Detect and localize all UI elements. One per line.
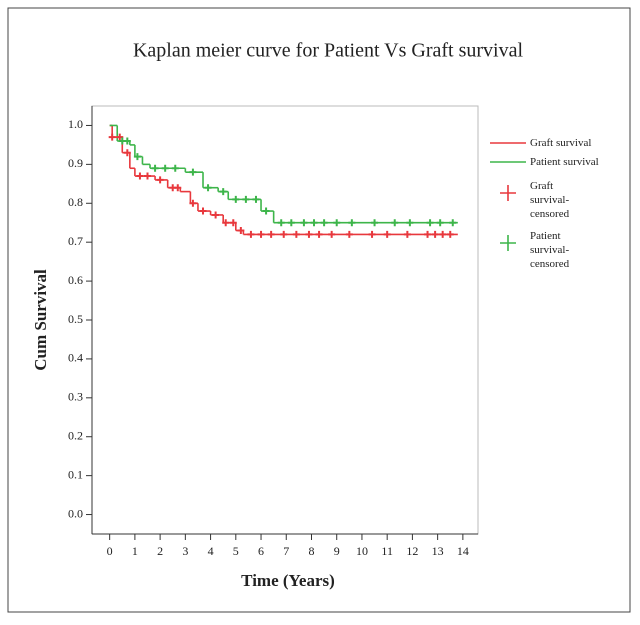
censor-mark [310,219,318,227]
censor-mark [237,227,245,235]
chart-title: Kaplan meier curve for Patient Vs Graft … [133,40,524,62]
censor-mark [426,219,434,227]
censor-mark [446,230,454,238]
censor-mark [171,164,179,172]
censor-mark [108,133,116,141]
censor-mark [144,172,152,180]
censor-mark [287,219,295,227]
censor-mark [403,230,411,238]
censor-mark [267,230,275,238]
censor-mark [305,230,313,238]
censor-mark [320,219,328,227]
censor-mark [123,149,131,157]
censor-mark [262,207,270,215]
plot-frame [91,105,479,535]
censor-mark [151,164,159,172]
censor-mark [174,184,182,192]
y-tick-label: 0.2 [68,428,83,442]
y-tick-label: 0.1 [68,467,83,481]
censor-mark [315,230,323,238]
legend-label: Graft survival [530,137,592,149]
censor-mark [300,219,308,227]
legend-swatch [500,235,516,251]
y-tick-label: 0.3 [68,390,83,404]
x-tick-label: 1 [132,544,138,558]
censor-mark [292,230,300,238]
censor-mark [189,199,197,207]
censor-mark [242,195,250,203]
censor-mark [229,219,237,227]
censor-mark [391,219,399,227]
y-tick-label: 0.6 [68,273,83,287]
censor-mark [252,195,260,203]
censor-mark [222,219,230,227]
x-tick-label: 13 [432,544,444,558]
x-tick-label: 10 [356,544,368,558]
x-tick-label: 12 [406,544,418,558]
censor-mark [133,153,141,161]
censor-mark [328,230,336,238]
censor-mark [383,230,391,238]
x-tick-label: 9 [334,544,340,558]
censor-mark [219,188,227,196]
y-tick-label: 0.4 [68,351,83,365]
censor-mark [156,176,164,184]
x-tick-label: 14 [457,544,469,558]
censor-mark [247,230,255,238]
x-tick-label: 4 [208,544,214,558]
x-tick-label: 2 [157,544,163,558]
legend-label: Graft survival-censored [530,180,570,220]
frame [7,7,631,613]
y-tick-label: 1.0 [68,117,83,131]
censor-mark [257,230,265,238]
x-tick-label: 3 [182,544,188,558]
censor-mark [345,230,353,238]
censor-mark [212,211,220,219]
censor-mark [436,219,444,227]
censor-mark [232,195,240,203]
x-tick-label: 0 [107,544,113,558]
censor-mark [424,230,432,238]
censor-mark [406,219,414,227]
y-tick-label: 0.0 [68,506,83,520]
x-tick-label: 6 [258,544,264,558]
legend-label: Patient survival [530,156,599,168]
censor-mark [123,137,131,145]
y-tick-label: 0.8 [68,195,83,209]
x-axis-label: Time (Years) [241,571,335,590]
censor-mark [348,219,356,227]
censor-mark [161,164,169,172]
censor-mark [280,230,288,238]
censor-mark [199,207,207,215]
y-tick-label: 0.7 [68,234,83,248]
y-tick-label: 0.5 [68,312,83,326]
x-tick-label: 7 [283,544,289,558]
censor-mark [189,168,197,176]
censor-mark [371,219,379,227]
censor-mark [204,184,212,192]
x-tick-label: 8 [308,544,314,558]
legend-label: Patient survival-censored [530,230,570,270]
censor-mark [277,219,285,227]
legend-swatch [500,185,516,201]
censor-mark [116,133,124,141]
x-tick-label: 11 [381,544,393,558]
censor-mark [431,230,439,238]
censor-mark [136,172,144,180]
y-tick-label: 0.9 [68,156,83,170]
y-axis-label: Cum Survival [31,269,50,371]
censor-mark [439,230,447,238]
x-tick-label: 5 [233,544,239,558]
censor-mark [333,219,341,227]
censor-mark [449,219,457,227]
censor-mark [368,230,376,238]
